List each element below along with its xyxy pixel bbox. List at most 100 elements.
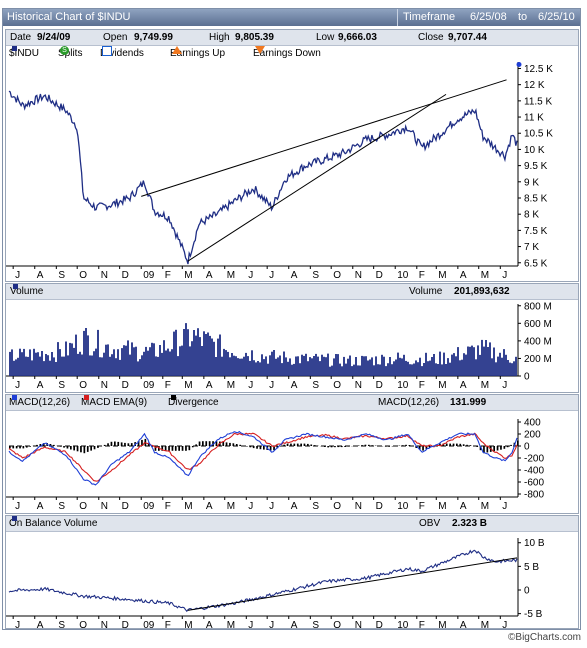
macd-legend-macd-text: MACD(12,26): [9, 397, 71, 408]
obv-ytick-label: 10 B: [524, 538, 545, 549]
price-xtick-label: D: [122, 270, 129, 281]
divergence-bar: [259, 446, 262, 450]
timeframe-label: Timeframe: [403, 11, 456, 23]
volume-bar: [293, 363, 295, 376]
divergence-bar: [63, 446, 65, 448]
price-ytick-label: 6.5 K: [524, 258, 548, 269]
volume-bar: [59, 349, 61, 376]
chart-title: Historical Chart of $INDU: [7, 11, 131, 23]
divergence-bar: [178, 446, 180, 451]
volume-xtick-label: A: [206, 380, 213, 391]
divergence-bar: [22, 446, 25, 449]
volume-xtick-label: J: [248, 380, 253, 391]
volume-bar: [371, 357, 373, 376]
volume-bar: [243, 356, 245, 376]
macd-value: 131.999: [450, 397, 487, 408]
obv-ytick-label: 5 B: [524, 562, 539, 573]
volume-xtick-label: D: [376, 380, 383, 391]
volume-bar: [75, 334, 77, 376]
divergence-bar: [181, 446, 184, 451]
volume-bar: [423, 363, 425, 376]
volume-bar: [171, 349, 173, 376]
divergence-bar: [164, 446, 167, 451]
obv-xtick-label: J: [269, 620, 274, 631]
volume-bar: [217, 338, 219, 376]
macd-xtick-label: D: [376, 501, 383, 512]
volume-bar: [353, 364, 355, 376]
volume-bar: [365, 356, 367, 376]
divergence-bar: [340, 446, 343, 448]
divergence-bar: [408, 445, 411, 446]
volume-bar: [141, 355, 143, 376]
divergence-bar: [191, 446, 194, 448]
volume-bar: [229, 357, 231, 376]
volume-bar: [187, 329, 189, 376]
title-bar: Historical Chart of $INDU Timeframe 6/25…: [3, 9, 580, 26]
volume-bar: [421, 366, 423, 376]
volume-bar: [175, 329, 177, 376]
volume-bar: [9, 351, 11, 376]
volume-bar: [65, 341, 67, 376]
earnings-down-icon: [255, 46, 265, 54]
macd-xtick-label: M: [481, 501, 489, 512]
volume-bar: [125, 345, 127, 376]
volume-bar: [99, 357, 101, 376]
volume-bar: [311, 358, 313, 376]
volume-bar: [379, 364, 381, 376]
volume-bar: [341, 366, 343, 376]
price-xtick-label: M: [227, 270, 235, 281]
divergence-bar: [154, 446, 157, 451]
volume-xtick-label: S: [58, 380, 65, 391]
timeframe-box[interactable]: Timeframe 6/25/08 to 6/25/10: [397, 9, 581, 26]
divergence-bar: [198, 441, 201, 446]
volume-bar: [89, 355, 91, 376]
volume-bar: [431, 357, 433, 376]
obv-xtick-label: N: [355, 620, 362, 631]
divergence-bar: [300, 443, 302, 446]
divergence-bar: [25, 446, 28, 448]
volume-bar: [205, 334, 207, 376]
timeframe-start: 6/25/08: [470, 11, 507, 23]
price-xtick-label: J: [15, 270, 20, 281]
volume-bar: [257, 361, 259, 376]
obv-xtick-label: M: [438, 620, 446, 631]
volume-bar: [165, 350, 167, 376]
macd-ytick-label: -800: [524, 490, 544, 501]
obv-ytick-label: -5 B: [524, 609, 543, 620]
volume-bar: [487, 347, 489, 376]
volume-bar: [455, 356, 457, 376]
ema-swatch-icon: [84, 395, 89, 400]
volume-xtick-label: M: [227, 380, 235, 391]
volume-bar: [497, 356, 499, 376]
low-value: 9,666.03: [338, 32, 377, 43]
macd-panel: MACD(12,26) MACD EMA(9) Divergence MACD(…: [5, 394, 579, 514]
divergence-bar: [147, 442, 150, 446]
macd-xtick-label: J: [502, 501, 507, 512]
divergence-bar: [256, 446, 258, 449]
volume-bar: [61, 356, 63, 376]
divergence-bar: [357, 445, 360, 446]
volume-xtick-label: 10: [397, 380, 409, 391]
volume-bar: [403, 354, 405, 376]
volume-bar: [213, 341, 215, 376]
volume-bar: [501, 357, 503, 376]
price-xtick-label: A: [206, 270, 213, 281]
price-last-marker: [516, 61, 522, 67]
volume-bar: [299, 363, 301, 376]
price-ytick-label: 10.5 K: [524, 129, 553, 140]
volume-bar: [107, 344, 109, 376]
divergence-bar: [456, 443, 458, 446]
volume-bar: [277, 357, 279, 376]
volume-bar: [505, 354, 507, 376]
macd-ytick-label: -600: [524, 478, 544, 489]
volume-bar: [181, 345, 183, 376]
volume-bar: [493, 347, 495, 376]
volume-bar: [55, 362, 57, 376]
volume-bar: [227, 351, 229, 376]
obv-xtick-label: J: [502, 620, 507, 631]
divergence-bar: [76, 446, 79, 452]
volume-bar: [477, 345, 479, 376]
obv-xtick-label: J: [248, 620, 253, 631]
obv-ytick-label: 0: [524, 586, 530, 597]
divergence-bar: [412, 446, 414, 447]
